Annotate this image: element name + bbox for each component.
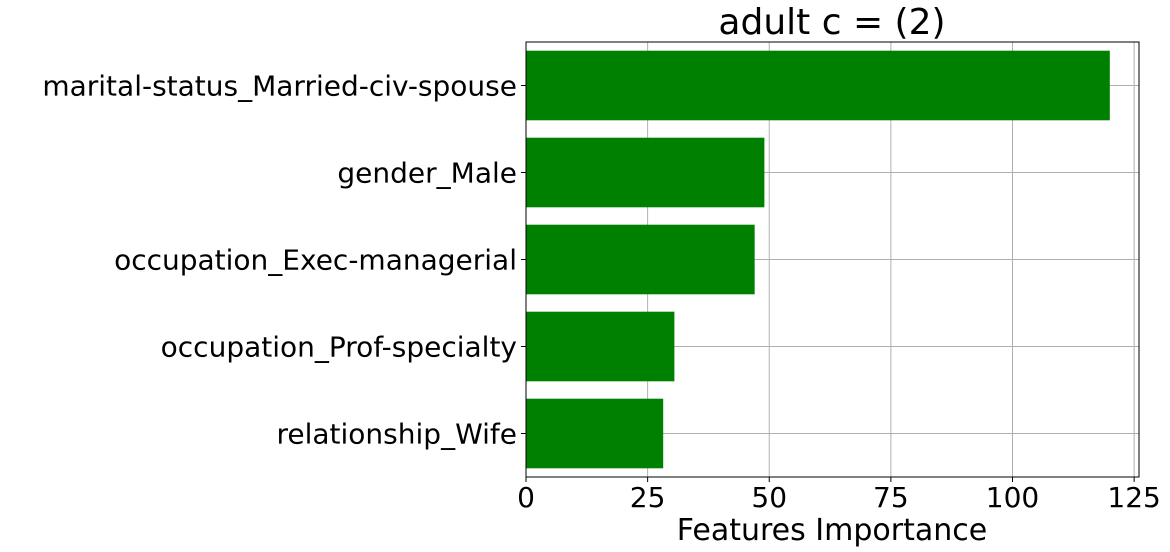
bar-gender-male: [526, 137, 765, 208]
bar-relationship-wife: [526, 398, 664, 469]
x-tick-label: 25: [630, 481, 666, 514]
y-tick-label: marital-status_Married-civ-spouse: [42, 70, 517, 103]
y-tick-label: relationship_Wife: [276, 418, 517, 451]
bar-occupation-exec-managerial: [526, 224, 755, 295]
chart-title: adult c = (2): [718, 2, 945, 43]
x-tick-label: 0: [517, 481, 535, 514]
y-tick-label: gender_Male: [337, 157, 517, 190]
y-tick-label: occupation_Exec-managerial: [114, 244, 517, 277]
x-tick-label: 75: [873, 481, 909, 514]
x-tick-label: 50: [751, 481, 787, 514]
bars: [526, 50, 1110, 469]
bar-occupation-prof-specialty: [526, 311, 675, 382]
y-axis-ticks: marital-status_Married-civ-spouse gender_…: [42, 70, 526, 451]
x-tick-label: 100: [986, 481, 1039, 514]
x-axis-label: Features Importance: [677, 513, 987, 548]
x-tick-label: 125: [1107, 481, 1160, 514]
bar-marital-status-married-civ-spouse: [526, 50, 1110, 121]
y-tick-label: occupation_Prof-specialty: [161, 331, 517, 364]
x-axis-ticks: 0 25 50 75 100 125: [517, 477, 1161, 514]
